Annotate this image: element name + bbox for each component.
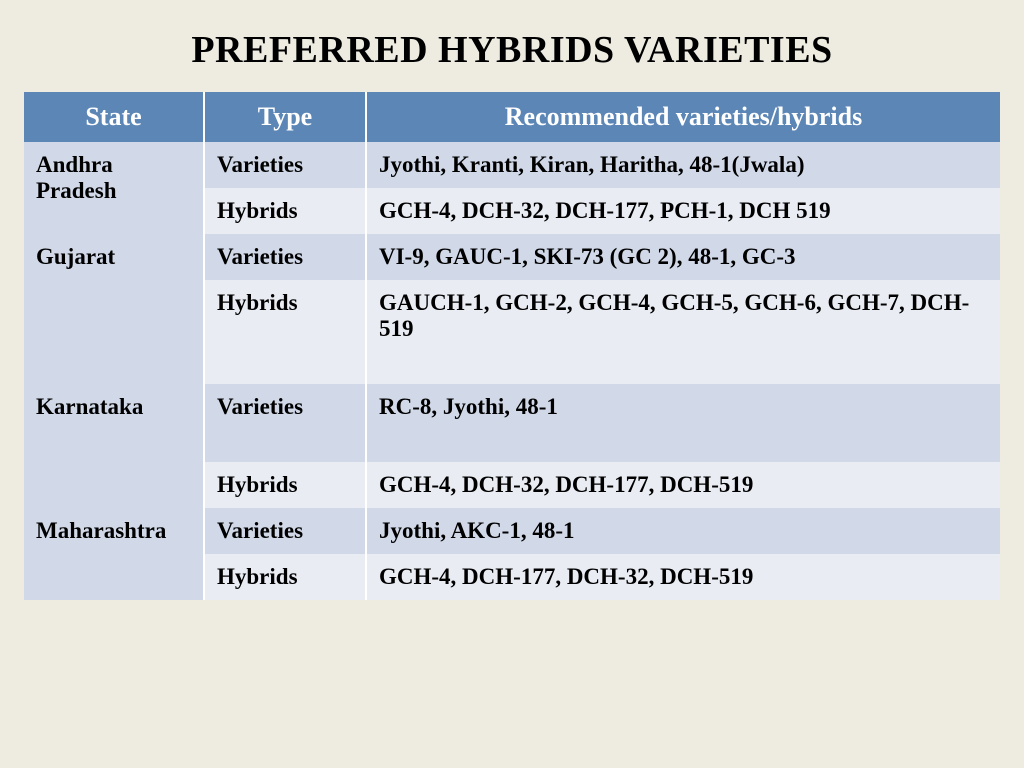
table-header-row: State Type Recommended varieties/hybrids	[24, 92, 1000, 142]
cell-recommended: GCH-4, DCH-32, DCH-177, DCH-519	[366, 462, 1000, 508]
cell-type: Hybrids	[204, 462, 366, 508]
cell-type: Varieties	[204, 384, 366, 462]
varieties-table: State Type Recommended varieties/hybrids…	[24, 92, 1000, 600]
cell-type: Varieties	[204, 234, 366, 280]
col-state: State	[24, 92, 204, 142]
table-row: MaharashtraVarietiesJyothi, AKC-1, 48-1	[24, 508, 1000, 554]
cell-state: Karnataka	[24, 384, 204, 508]
table-row: Andhra PradeshVarietiesJyothi, Kranti, K…	[24, 142, 1000, 188]
cell-type: Hybrids	[204, 188, 366, 234]
cell-state: Gujarat	[24, 234, 204, 384]
page-title: PREFERRED HYBRIDS VARIETIES	[24, 28, 1000, 72]
cell-recommended: RC-8, Jyothi, 48-1	[366, 384, 1000, 462]
col-type: Type	[204, 92, 366, 142]
cell-state: Maharashtra	[24, 508, 204, 600]
table-row: KarnatakaVarietiesRC-8, Jyothi, 48-1	[24, 384, 1000, 462]
cell-type: Hybrids	[204, 280, 366, 384]
cell-recommended: Jyothi, AKC-1, 48-1	[366, 508, 1000, 554]
cell-recommended: GCH-4, DCH-177, DCH-32, DCH-519	[366, 554, 1000, 600]
cell-recommended: GCH-4, DCH-32, DCH-177, PCH-1, DCH 519	[366, 188, 1000, 234]
cell-recommended: GAUCH-1, GCH-2, GCH-4, GCH-5, GCH-6, GCH…	[366, 280, 1000, 384]
col-rec: Recommended varieties/hybrids	[366, 92, 1000, 142]
cell-state: Andhra Pradesh	[24, 142, 204, 234]
cell-type: Hybrids	[204, 554, 366, 600]
cell-recommended: VI-9, GAUC-1, SKI-73 (GC 2), 48-1, GC-3	[366, 234, 1000, 280]
table-row: GujaratVarietiesVI-9, GAUC-1, SKI-73 (GC…	[24, 234, 1000, 280]
cell-type: Varieties	[204, 508, 366, 554]
cell-recommended: Jyothi, Kranti, Kiran, Haritha, 48-1(Jwa…	[366, 142, 1000, 188]
cell-type: Varieties	[204, 142, 366, 188]
